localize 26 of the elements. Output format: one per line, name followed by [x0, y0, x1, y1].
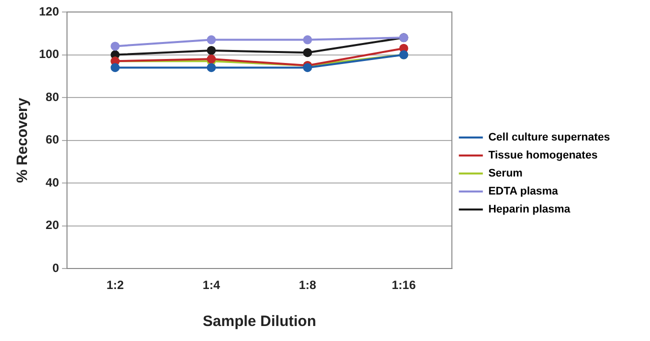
x-tick-label: 1:4 — [202, 278, 220, 292]
legend-label: Serum — [488, 168, 523, 180]
y-tick-label: 20 — [46, 218, 60, 232]
legend-label: Heparin plasma — [488, 204, 572, 216]
y-axis-title: % Recovery — [14, 97, 32, 183]
x-tick-label: 1:16 — [392, 278, 416, 292]
y-tick-label: 60 — [46, 132, 60, 147]
y-tick-label: 120 — [38, 4, 60, 18]
x-tick-label: 1:8 — [298, 278, 317, 292]
point — [110, 42, 120, 51]
y-tick-label: 0 — [52, 260, 60, 275]
legend-label: Tissue homogenates — [488, 150, 598, 162]
y-tick-label: 100 — [38, 47, 60, 62]
y-tick-label: 40 — [46, 175, 60, 190]
point — [206, 63, 216, 72]
point — [303, 63, 312, 72]
point — [303, 48, 312, 58]
point — [206, 35, 216, 44]
point — [110, 63, 120, 72]
x-axis-title: Sample Dilution — [202, 313, 316, 330]
point — [206, 46, 216, 55]
point — [303, 35, 312, 44]
legend-label: EDTA plasma — [488, 186, 559, 198]
y-tick-label: 80 — [46, 90, 60, 104]
legend-label: Cell culture supernates — [488, 132, 610, 144]
x-tick-label: 1:2 — [106, 278, 124, 292]
